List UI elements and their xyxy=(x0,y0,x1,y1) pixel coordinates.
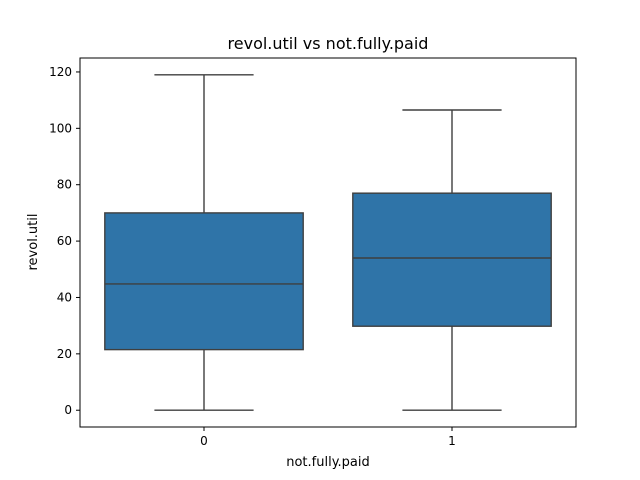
y-tick-label: 20 xyxy=(57,347,72,361)
x-tick-label: 1 xyxy=(448,434,456,448)
y-axis: 0 20 40 60 80 100 120 xyxy=(49,65,80,417)
x-tick-label: 0 xyxy=(200,434,208,448)
y-tick-label: 80 xyxy=(57,178,72,192)
box-group-0 xyxy=(104,74,304,411)
axes-frame xyxy=(79,57,577,428)
y-tick-label: 120 xyxy=(49,65,72,79)
y-tick-label: 0 xyxy=(64,403,72,417)
box-body-1 xyxy=(352,192,552,327)
box-group-1 xyxy=(352,109,552,411)
box-body-0 xyxy=(104,212,304,351)
boxes-layer xyxy=(104,74,552,411)
y-tick-label: 60 xyxy=(57,234,72,248)
y-tick-label: 40 xyxy=(57,290,72,304)
y-tick-label: 100 xyxy=(49,121,72,135)
x-axis-label: not.fully.paid xyxy=(286,455,370,470)
chart-title: revol.util vs not.fully.paid xyxy=(228,34,429,53)
y-axis-label: revol.util xyxy=(26,213,41,270)
plot-area xyxy=(79,57,577,428)
